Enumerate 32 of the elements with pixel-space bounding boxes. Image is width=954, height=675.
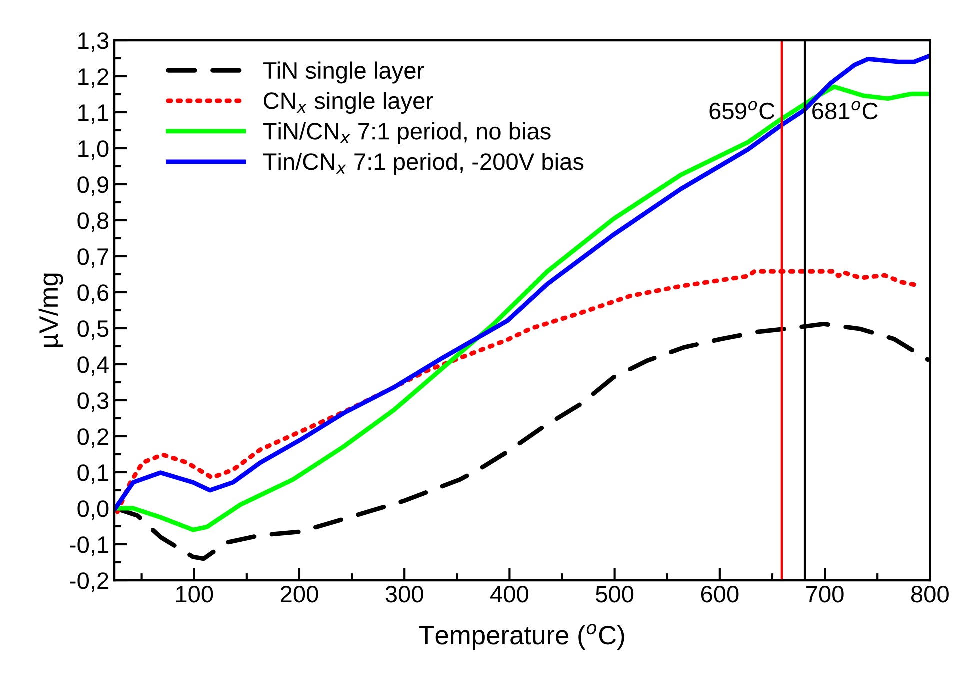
x-tick-label: 200: [280, 586, 318, 603]
y-tick-label: 1,0: [78, 140, 109, 160]
legend-label: CN$_{x}$ single layer: [264, 92, 434, 114]
y-tick-label: -0,1: [70, 536, 108, 556]
x-axis-title: Temperature ($^{o}$C): [419, 624, 624, 650]
y-tick-label: 0,3: [78, 392, 109, 412]
y-axis-title: µV/mg: [38, 274, 64, 348]
y-tick-label: 0,8: [78, 212, 109, 232]
y-tick-label: 0,2: [78, 428, 108, 448]
x-tick-label: 500: [596, 586, 634, 603]
x-tick-label: 400: [490, 586, 528, 603]
y-tick-label: 0,7: [78, 248, 108, 268]
ref-line-label: 681$^{o}$C: [812, 101, 878, 120]
legend-label: TiN single layer: [263, 62, 424, 84]
x-tick-label: 300: [386, 586, 424, 603]
y-tick-label: 1,1: [78, 104, 108, 124]
y-tick-label: 0,5: [78, 320, 109, 340]
y-tick-label: -0,2: [70, 572, 108, 592]
legend-label: Tin/CN$_{x}$ 7:1 period, -200V bias: [263, 152, 584, 175]
x-tick-label: 600: [701, 586, 739, 603]
x-tick-label: 700: [806, 586, 844, 603]
legend-label: TiN/CN$_{x}$ 7:1 period, no bias: [263, 122, 551, 144]
y-tick-label: 0,9: [78, 176, 109, 196]
y-tick-label: 0,1: [78, 464, 108, 484]
y-tick-label: 0,6: [78, 284, 109, 304]
ref-line-label: 659$^{o}$C: [710, 101, 775, 120]
y-tick-label: 1,2: [78, 68, 108, 88]
y-tick-label: 0,4: [78, 356, 109, 376]
x-tick-label: 100: [176, 586, 214, 603]
x-tick-label: 800: [911, 586, 949, 603]
y-tick-label: 0,0: [78, 500, 109, 520]
y-tick-label: 1,3: [78, 32, 109, 52]
